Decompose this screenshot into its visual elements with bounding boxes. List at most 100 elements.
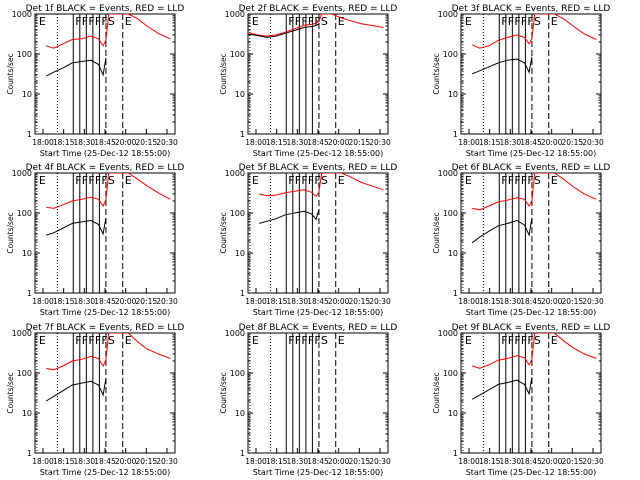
x-tick-label: 20:30 [369,138,391,147]
marker-label: F [88,334,94,347]
marker-label: F [514,174,520,187]
y-tick-label: 100 [230,369,245,378]
panel-title: Det 4f BLACK = Events, RED = LLD [26,163,185,173]
x-axis-label: Start Time (25-Dec-12 18:55:00) [253,468,384,477]
marker-label: F [288,334,294,347]
y-tick-label: 1 [27,289,32,298]
x-tick-label: 18:00 [245,297,267,306]
lld-series [472,173,597,211]
x-tick-label: 20:00 [328,457,350,466]
x-tick-label: 18:00 [32,457,54,466]
y-tick-label: 1000 [438,10,458,19]
y-tick-label: 100 [443,369,458,378]
marker-label: F [501,334,507,347]
marker-label: F [527,174,533,187]
marker-label: S [108,174,115,187]
x-tick-label: 20:15 [349,457,371,466]
panel-title: Det 7f BLACK = Events, RED = LLD [26,323,185,333]
y-tick-label: 10 [235,90,245,99]
y-tick-label: 1000 [225,169,245,178]
marker-label: F [101,15,107,28]
lld-series [472,333,597,369]
x-tick-label: 20:00 [541,457,563,466]
y-tick-label: 1 [240,289,245,298]
events-series [46,217,107,236]
marker-label: E [125,174,132,187]
x-tick-label: 18:45 [520,457,542,466]
x-tick-label: 20:30 [582,138,604,147]
marker-label: S [321,15,328,28]
lld-series [46,14,171,49]
x-tick-label: 20:00 [115,138,137,147]
x-tick-label: 18:15 [266,297,288,306]
marker-label: E [39,15,46,28]
x-tick-label: 18:00 [458,138,480,147]
marker-label: F [527,334,533,347]
marker-label: F [521,174,527,187]
x-tick-label: 20:30 [369,457,391,466]
x-tick-label: 18:45 [307,457,329,466]
marker-label: E [338,15,345,28]
marker-label: F [314,334,320,347]
marker-label: F [88,15,94,28]
marker-label: E [338,174,345,187]
x-tick-label: 20:15 [136,297,158,306]
y-tick-label: 1 [453,449,458,458]
y-tick-label: 100 [230,50,245,59]
marker-label: S [534,334,541,347]
marker-label: E [125,15,132,28]
events-series [471,377,533,400]
y-axis-label: Counts/sec [219,372,228,413]
x-tick-label: 20:30 [156,457,178,466]
panel-title: Det 3f BLACK = Events, RED = LLD [452,4,611,14]
x-axis-label: Start Time (25-Dec-12 18:55:00) [466,149,597,158]
y-tick-label: 1000 [12,10,32,19]
x-tick-label: 20:00 [115,457,137,466]
marker-label: F [521,15,527,28]
marker-label: F [314,174,320,187]
y-axis-label: Counts/sec [432,53,441,94]
marker-label: F [95,334,101,347]
x-axis-label: Start Time (25-Dec-12 18:55:00) [253,149,384,158]
x-tick-label: 18:00 [458,297,480,306]
y-axis-label: Counts/sec [432,372,441,413]
x-tick-label: 18:15 [479,297,501,306]
x-tick-label: 18:45 [94,138,116,147]
marker-label: E [551,334,558,347]
marker-label: E [465,15,472,28]
y-tick-label: 100 [17,209,32,218]
y-tick-label: 1000 [12,329,32,338]
x-tick-label: 20:00 [328,138,350,147]
x-tick-label: 18:30 [74,138,96,147]
x-axis-label: Start Time (25-Dec-12 18:55:00) [40,149,171,158]
lld-series [46,333,171,371]
x-tick-label: 18:45 [94,457,116,466]
marker-label: F [501,15,507,28]
plot-frame [460,13,602,135]
panel-title: Det 5f BLACK = Events, RED = LLD [239,163,398,173]
y-tick-label: 1000 [225,10,245,19]
y-tick-label: 100 [17,50,32,59]
x-axis-label: Start Time (25-Dec-12 18:55:00) [253,308,384,317]
panel-title: Det 2f BLACK = Events, RED = LLD [239,4,398,14]
x-tick-label: 18:45 [520,297,542,306]
marker-label: S [534,174,541,187]
x-tick-label: 18:00 [458,457,480,466]
y-tick-label: 1000 [438,169,458,178]
y-tick-label: 1000 [438,329,458,338]
marker-label: F [75,174,81,187]
marker-label: F [301,334,307,347]
x-tick-label: 20:30 [582,457,604,466]
x-tick-label: 18:45 [94,297,116,306]
x-tick-label: 18:15 [53,297,75,306]
x-tick-label: 20:30 [369,297,391,306]
y-tick-label: 1 [27,130,32,139]
x-tick-label: 20:15 [136,138,158,147]
x-tick-label: 20:15 [562,457,584,466]
